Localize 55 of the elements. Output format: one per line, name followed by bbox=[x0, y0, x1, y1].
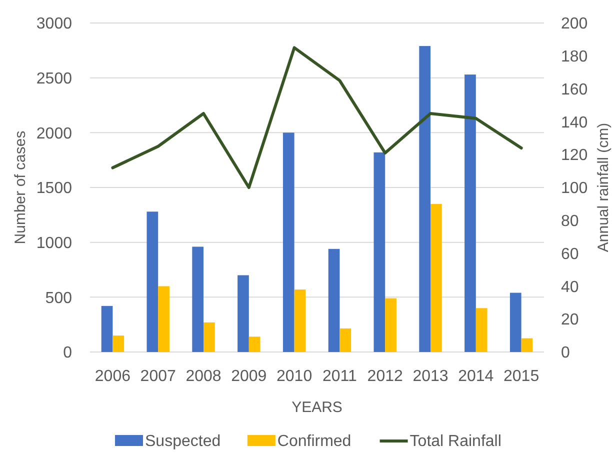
bar bbox=[204, 322, 215, 352]
y-tick-label: 1000 bbox=[36, 234, 72, 252]
bar bbox=[248, 336, 260, 352]
y-axis-title: Number of cases bbox=[12, 130, 29, 244]
x-tick-label: 2012 bbox=[367, 368, 403, 385]
bar bbox=[158, 286, 170, 352]
y2-tick-label: 80 bbox=[561, 213, 579, 230]
bar bbox=[430, 204, 442, 352]
bar bbox=[238, 275, 249, 352]
legend-label: Total Rainfall bbox=[410, 433, 502, 450]
y2-tick-label: 0 bbox=[561, 344, 570, 362]
bar bbox=[374, 152, 386, 352]
y2-tick-label: 20 bbox=[561, 312, 579, 329]
y2-axis-title: Annual rainfall (cm) bbox=[595, 122, 612, 252]
y-tick-label: 0 bbox=[63, 344, 72, 362]
bar bbox=[101, 306, 113, 352]
bar bbox=[294, 289, 306, 352]
y-tick-label: 2500 bbox=[36, 70, 72, 88]
x-axis-title: YEARS bbox=[292, 399, 342, 416]
bar bbox=[476, 308, 488, 352]
x-tick-label: 2009 bbox=[231, 368, 267, 385]
x-tick-label: 2010 bbox=[276, 368, 312, 385]
y-tick-label: 3000 bbox=[36, 16, 72, 33]
y2-tick-label: 180 bbox=[561, 48, 588, 66]
y2-tick-label: 160 bbox=[561, 81, 588, 98]
legend-label: Suspected bbox=[145, 433, 221, 450]
x-tick-label: 2008 bbox=[186, 368, 222, 385]
bar bbox=[192, 246, 204, 352]
bar bbox=[419, 46, 430, 352]
y-tick-label: 1500 bbox=[36, 180, 72, 198]
x-tick-label: 2014 bbox=[458, 368, 494, 385]
legend-label: Confirmed bbox=[277, 433, 352, 450]
x-tick-label: 2013 bbox=[412, 368, 448, 385]
y2-tick-label: 60 bbox=[561, 246, 579, 263]
y2-tick-label: 200 bbox=[561, 16, 588, 33]
y2-tick-label: 140 bbox=[561, 114, 588, 132]
bar bbox=[146, 212, 158, 352]
bar bbox=[340, 328, 352, 352]
bar bbox=[510, 292, 522, 352]
y2-tick-label: 120 bbox=[561, 147, 588, 164]
bar bbox=[464, 74, 476, 352]
bar bbox=[385, 298, 396, 352]
y-tick-label: 500 bbox=[45, 290, 72, 307]
x-tick-label: 2007 bbox=[140, 368, 176, 385]
bar bbox=[282, 132, 294, 352]
bar bbox=[112, 336, 124, 352]
y2-tick-label: 40 bbox=[561, 278, 579, 296]
x-tick-label: 2015 bbox=[504, 368, 540, 385]
bar bbox=[328, 248, 340, 352]
bar bbox=[521, 338, 533, 352]
y-tick-label: 2000 bbox=[36, 125, 72, 142]
x-tick-label: 2011 bbox=[322, 368, 358, 385]
y2-tick-label: 100 bbox=[561, 180, 588, 198]
x-tick-label: 2006 bbox=[94, 368, 131, 385]
line-series bbox=[111, 46, 523, 189]
